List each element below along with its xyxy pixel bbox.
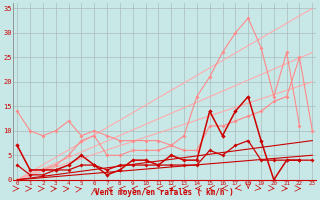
X-axis label: Vent moyen/en rafales ( km/h ): Vent moyen/en rafales ( km/h ): [95, 188, 234, 197]
